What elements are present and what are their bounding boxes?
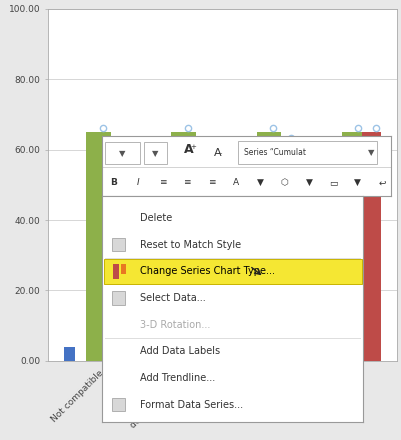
Bar — [112, 291, 125, 305]
Text: ▼: ▼ — [354, 178, 361, 187]
Text: A: A — [184, 143, 194, 156]
Text: ≡: ≡ — [208, 178, 215, 187]
Text: Delete: Delete — [140, 213, 172, 223]
Text: ▼: ▼ — [367, 148, 374, 157]
Bar — [112, 398, 125, 411]
Text: I: I — [137, 178, 140, 187]
Text: 3-D Rotation...: 3-D Rotation... — [140, 320, 211, 330]
Text: ▼: ▼ — [119, 149, 126, 158]
Bar — [113, 264, 119, 279]
Text: B: B — [110, 178, 117, 187]
Bar — [120, 264, 126, 275]
Text: A: A — [214, 148, 222, 158]
Bar — [192, 192, 211, 361]
Bar — [64, 347, 75, 361]
Text: ▼: ▼ — [152, 149, 159, 158]
Bar — [363, 132, 381, 361]
Text: +: + — [190, 144, 196, 150]
Text: ↩: ↩ — [379, 178, 386, 187]
Bar — [103, 259, 362, 284]
Text: Select Data...: Select Data... — [140, 293, 206, 303]
Bar — [149, 357, 160, 361]
Text: A: A — [233, 178, 239, 187]
Text: ⬡: ⬡ — [281, 178, 289, 187]
Text: Change Series Chart Type...: Change Series Chart Type... — [140, 267, 275, 276]
Bar — [112, 238, 125, 251]
Text: ▭: ▭ — [329, 178, 338, 187]
Text: Series “Cumulat: Series “Cumulat — [245, 148, 306, 157]
Text: Add Trendline...: Add Trendline... — [140, 373, 215, 383]
Text: ▼: ▼ — [257, 178, 264, 187]
Bar — [144, 142, 167, 164]
Text: ≡: ≡ — [183, 178, 191, 187]
Bar — [319, 350, 330, 361]
Bar — [277, 143, 296, 361]
Bar — [105, 142, 140, 164]
Bar — [257, 132, 281, 361]
Text: ≡: ≡ — [159, 178, 166, 187]
Bar — [107, 262, 126, 361]
Text: Format Data Series...: Format Data Series... — [140, 400, 243, 410]
Text: Add Data Labels: Add Data Labels — [140, 346, 220, 356]
Bar — [342, 132, 366, 361]
Bar — [238, 140, 377, 164]
Bar — [172, 132, 196, 361]
Text: Reset to Match Style: Reset to Match Style — [140, 240, 241, 250]
Text: ▼: ▼ — [306, 178, 312, 187]
Bar — [86, 132, 111, 361]
Bar — [234, 350, 245, 361]
